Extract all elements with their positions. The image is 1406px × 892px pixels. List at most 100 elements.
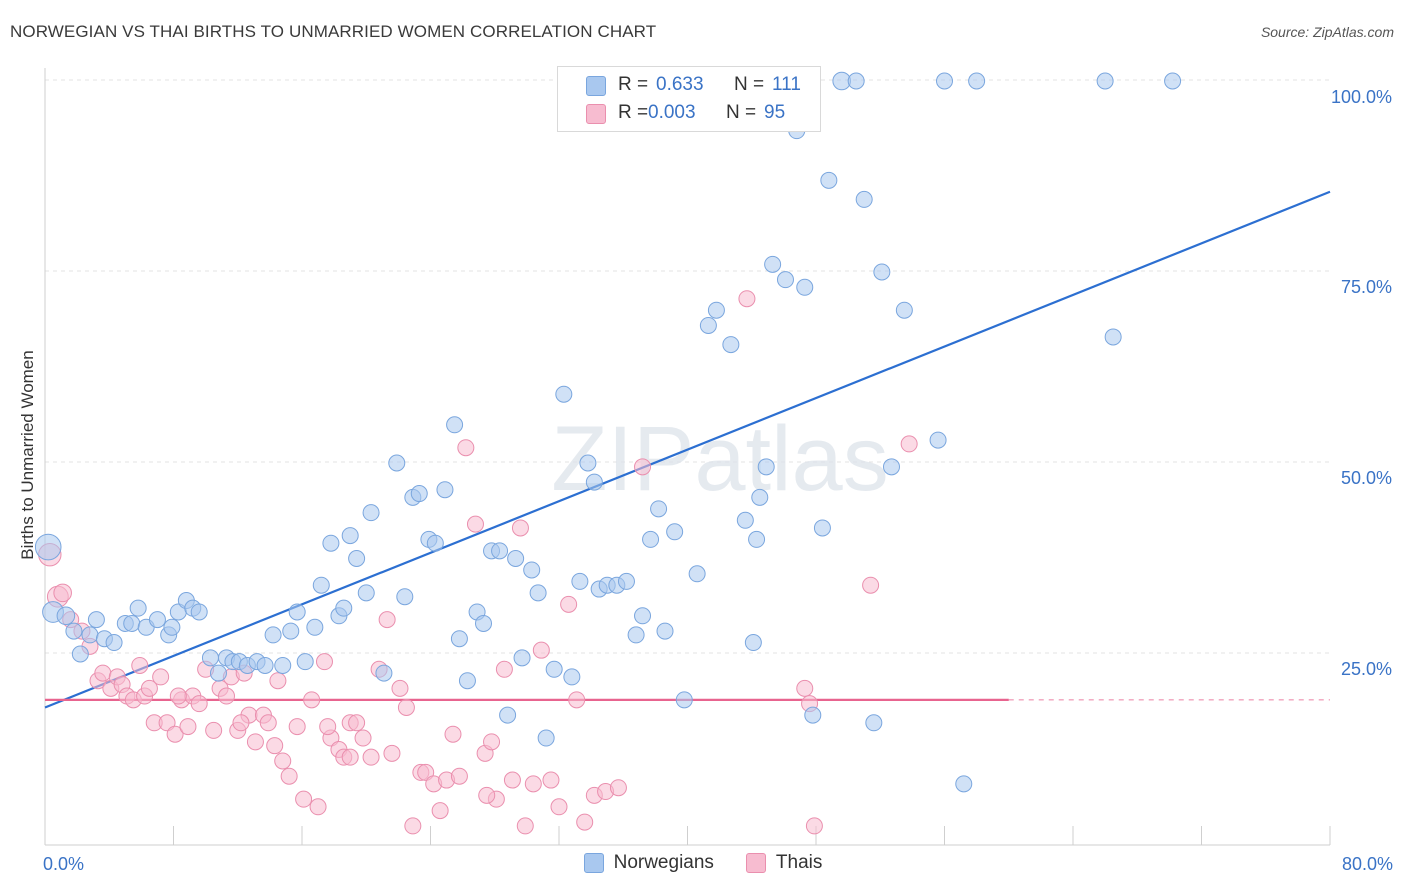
norwegians-point [873, 263, 891, 281]
thais-point [738, 290, 756, 308]
norwegians-point [348, 550, 366, 567]
trend-lines [44, 190, 1331, 709]
norwegians-point [847, 72, 865, 90]
thais-point [218, 687, 236, 705]
thais-point [152, 668, 170, 686]
y-axis-label: Births to Unmarried Women [18, 350, 37, 559]
norwegians-point [563, 668, 581, 686]
legend-item-thais[interactable]: Thais [745, 852, 823, 874]
norwegians-point [688, 565, 706, 583]
thais-point [354, 729, 372, 747]
norwegians-point [148, 611, 166, 629]
x-tick-label-80: 80.0% [1342, 854, 1393, 874]
thais-point [378, 611, 396, 629]
legend-r-label: R = [618, 102, 649, 123]
norwegians-point [436, 481, 454, 499]
thais-point [246, 733, 264, 751]
norwegians-point [776, 271, 794, 289]
thais-point [383, 744, 401, 762]
norwegians-point [820, 171, 838, 189]
norwegians-point [341, 527, 359, 545]
legend-label-thais: Thais [775, 852, 823, 873]
norwegians-point [707, 301, 725, 319]
norwegians-point [617, 572, 635, 590]
legend-swatch-norwegians [583, 853, 604, 873]
thais-point [309, 798, 327, 816]
norwegians-point [87, 611, 105, 629]
norwegians-point [426, 534, 444, 552]
thais-point [140, 679, 158, 697]
norwegians-point [335, 599, 353, 617]
norwegians-point [507, 550, 525, 567]
thais-point [495, 660, 513, 678]
thais-point [576, 813, 594, 831]
legend-row-thais: R = 0.003 N = 95 [618, 100, 785, 126]
norwegians-point [634, 607, 652, 625]
norwegians-point [895, 301, 913, 319]
thais-point [550, 798, 568, 816]
thais-point [348, 714, 366, 732]
norwegians-point [865, 714, 883, 732]
norwegians-point [744, 634, 762, 652]
legend-n-value-thais: 95 [764, 102, 786, 123]
norwegians-point [190, 603, 208, 621]
source-label: Source: ZipAtlas.com [1260, 24, 1394, 40]
norwegians-point [537, 729, 555, 747]
norwegians-point [579, 454, 597, 472]
legend-r-value-norwegians: 0.633 [656, 74, 704, 95]
thais-point [524, 775, 542, 793]
y-tick-label-50: 50.0% [1341, 468, 1392, 488]
norwegians-point [722, 336, 740, 354]
norwegians-point [306, 618, 324, 636]
legend-n-value-norwegians: 111 [772, 74, 801, 95]
thais-point [634, 458, 652, 476]
norwegians-point [362, 504, 380, 522]
legend-n-label: N = [726, 102, 757, 123]
norwegians-point [56, 606, 76, 626]
norwegians-point [804, 706, 822, 724]
norwegians-point [322, 534, 340, 552]
axes [44, 68, 1331, 846]
norwegians-point [201, 649, 219, 667]
thais-point [190, 695, 208, 713]
norwegians-point [929, 431, 947, 449]
thais-point [483, 733, 501, 751]
thais-point [280, 767, 298, 785]
norwegians-point [264, 626, 282, 644]
data-points [34, 71, 1182, 835]
norwegians-point [65, 622, 83, 640]
legend-r-label: R = [618, 74, 649, 95]
legend-n-label: N = [734, 74, 765, 95]
norwegians-point [748, 530, 766, 548]
norwegians-point [955, 775, 973, 793]
thais-point [179, 718, 197, 736]
norwegians-point [764, 255, 782, 273]
thais-point [450, 767, 468, 785]
y-tick-label-75: 75.0% [1341, 277, 1392, 297]
thais-point [511, 519, 529, 537]
norwegians-point [499, 706, 517, 724]
norwegians-point [458, 672, 476, 690]
norwegians-point [312, 576, 330, 594]
norwegians-point [650, 500, 668, 518]
norwegians-point [396, 588, 414, 606]
thais-point [362, 748, 380, 766]
legend-swatch-thais [745, 853, 766, 873]
norwegians-point [555, 385, 573, 403]
chart-title: NORWEGIAN VS THAI BIRTHS TO UNMARRIED WO… [10, 22, 657, 41]
thais-point [457, 439, 475, 457]
legend-item-norwegians[interactable]: Norwegians [583, 852, 714, 874]
thais-point [542, 771, 560, 789]
norwegians-point [446, 416, 464, 434]
norwegians-point [129, 599, 147, 617]
norwegians-point [627, 626, 645, 644]
thais-point [560, 595, 578, 613]
norwegians-point [71, 645, 89, 663]
watermark: ZIPatlas [551, 408, 888, 510]
series-legend: Norwegians Thais [0, 852, 1406, 874]
norwegians-point [209, 664, 227, 682]
thais-point [205, 721, 223, 739]
norwegians-point [571, 572, 589, 590]
legend-swatch-thais [586, 104, 606, 124]
